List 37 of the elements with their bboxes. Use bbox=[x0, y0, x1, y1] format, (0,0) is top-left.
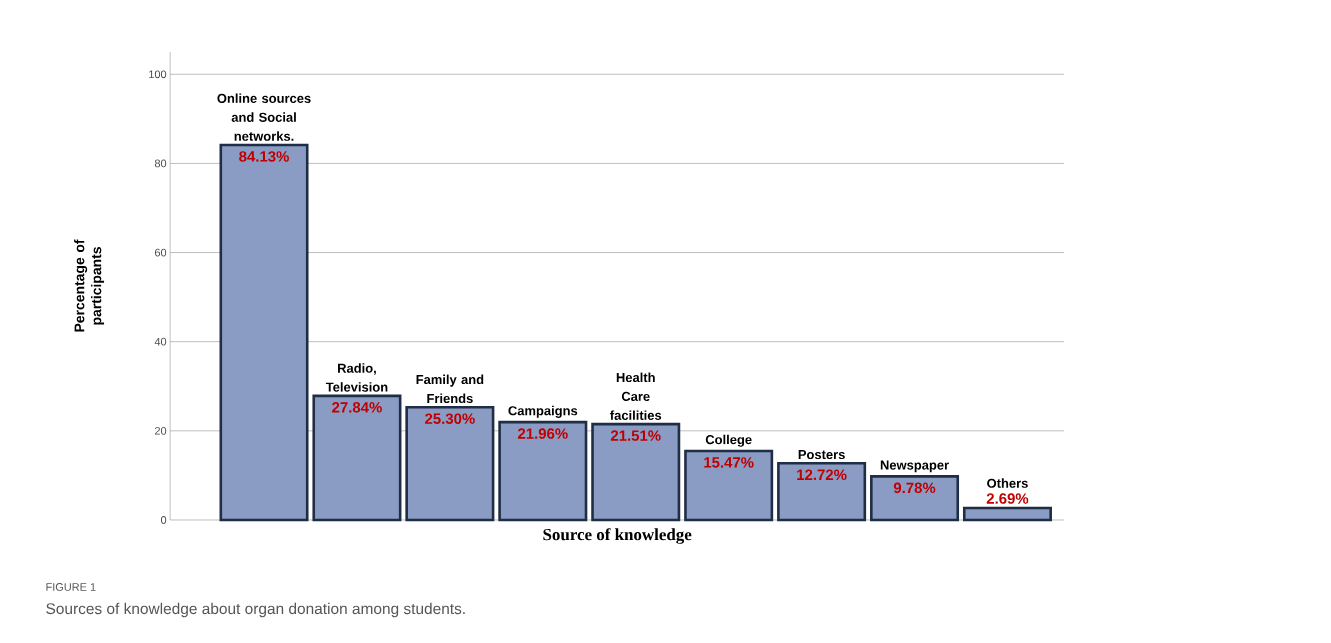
y-tick-label: 100 bbox=[149, 70, 167, 79]
bar bbox=[498, 420, 588, 522]
caption: FIGURE 1 bbox=[46, 583, 96, 591]
y-tick-label: 80 bbox=[154, 159, 167, 168]
data-label: 2.69% bbox=[986, 493, 1029, 504]
y-tick-label: 60 bbox=[155, 248, 167, 257]
y-axis-title: Percentage of participants bbox=[74, 239, 105, 332]
x-tick-label: College bbox=[705, 434, 752, 447]
data-label: 84.13% bbox=[239, 151, 289, 162]
data-label: 9.78% bbox=[893, 482, 936, 494]
x-axis-title: Source of knowledge bbox=[543, 528, 692, 544]
x-tick-label: Others bbox=[987, 478, 1028, 488]
bar bbox=[870, 475, 960, 522]
source-note: Sources of knowledge about organ donation among students. bbox=[46, 602, 465, 618]
data-label: 27.84% bbox=[332, 402, 382, 413]
x-tick-label: Radio, Television bbox=[325, 363, 388, 392]
bar bbox=[591, 422, 681, 522]
y-tick-label: 20 bbox=[154, 426, 167, 435]
bar bbox=[777, 461, 867, 522]
x-tick-label: Online sources and Social networks. bbox=[217, 93, 311, 141]
data-label: 12.72% bbox=[797, 469, 847, 481]
data-label: 15.47% bbox=[704, 457, 754, 468]
data-label: 21.96% bbox=[517, 428, 568, 439]
data-label: 21.51% bbox=[610, 430, 661, 441]
x-tick-label: Posters bbox=[798, 450, 845, 460]
x-tick-label: Newspaper bbox=[880, 460, 949, 473]
y-tick-label: 40 bbox=[154, 337, 167, 346]
data-label: 25.30% bbox=[425, 413, 475, 424]
x-tick-label: Health Care facilities bbox=[610, 372, 662, 420]
y-tick-label: 0 bbox=[160, 516, 167, 524]
bar bbox=[219, 143, 309, 522]
bar bbox=[962, 506, 1052, 522]
x-tick-label: Family and Friends bbox=[416, 374, 484, 404]
x-tick-label: Campaigns bbox=[508, 405, 578, 418]
bar bbox=[405, 405, 495, 522]
bar bbox=[684, 449, 774, 522]
bar bbox=[312, 394, 402, 522]
